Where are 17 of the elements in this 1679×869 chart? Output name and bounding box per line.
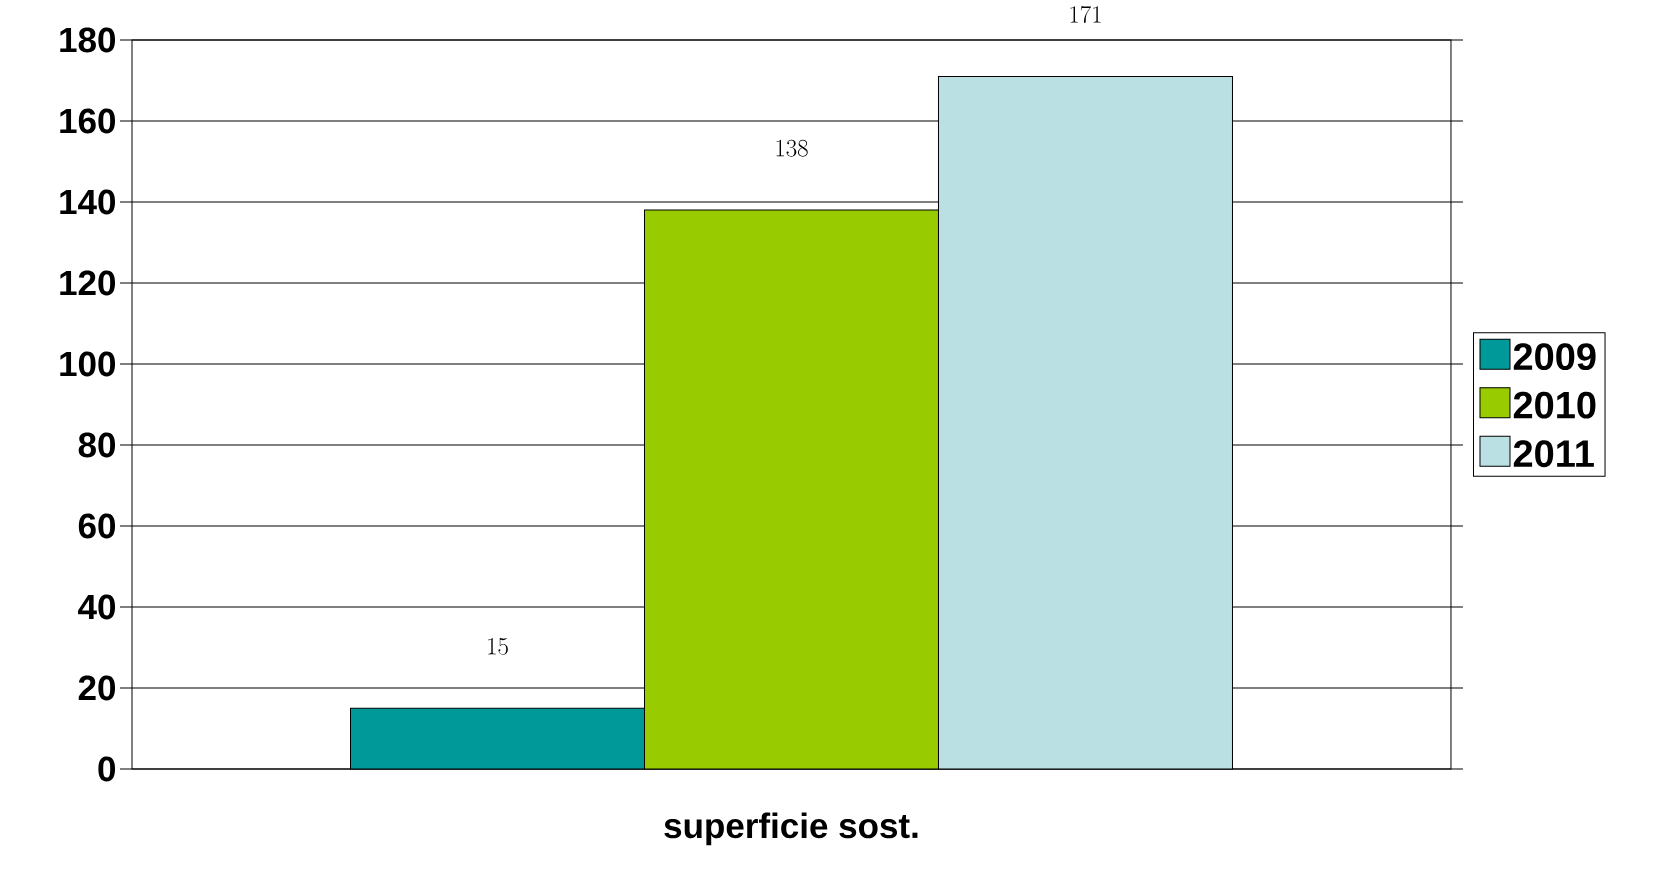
y-tick-label: 140 <box>60 189 116 215</box>
y-tick-label: 40 <box>78 594 116 620</box>
y-tick-label: 60 <box>78 513 116 539</box>
y-tick-label: 80 <box>78 432 116 458</box>
y-tick-label: 160 <box>60 108 116 134</box>
data-label: 171 <box>1070 5 1101 23</box>
y-tick-label: 100 <box>60 351 116 377</box>
y-tick-label: 180 <box>60 27 116 53</box>
data-label: 138 <box>776 139 808 157</box>
legend-label: 2011 <box>1513 440 1594 468</box>
y-tick-label: 0 <box>98 756 116 782</box>
legend-label: 2009 <box>1513 343 1596 371</box>
x-tick-label: superficie sost. <box>664 812 918 846</box>
y-tick-label: 20 <box>78 675 116 701</box>
y-tick-label: 120 <box>60 270 116 296</box>
data-label: 15 <box>488 637 508 655</box>
legend-label: 2010 <box>1513 391 1596 419</box>
